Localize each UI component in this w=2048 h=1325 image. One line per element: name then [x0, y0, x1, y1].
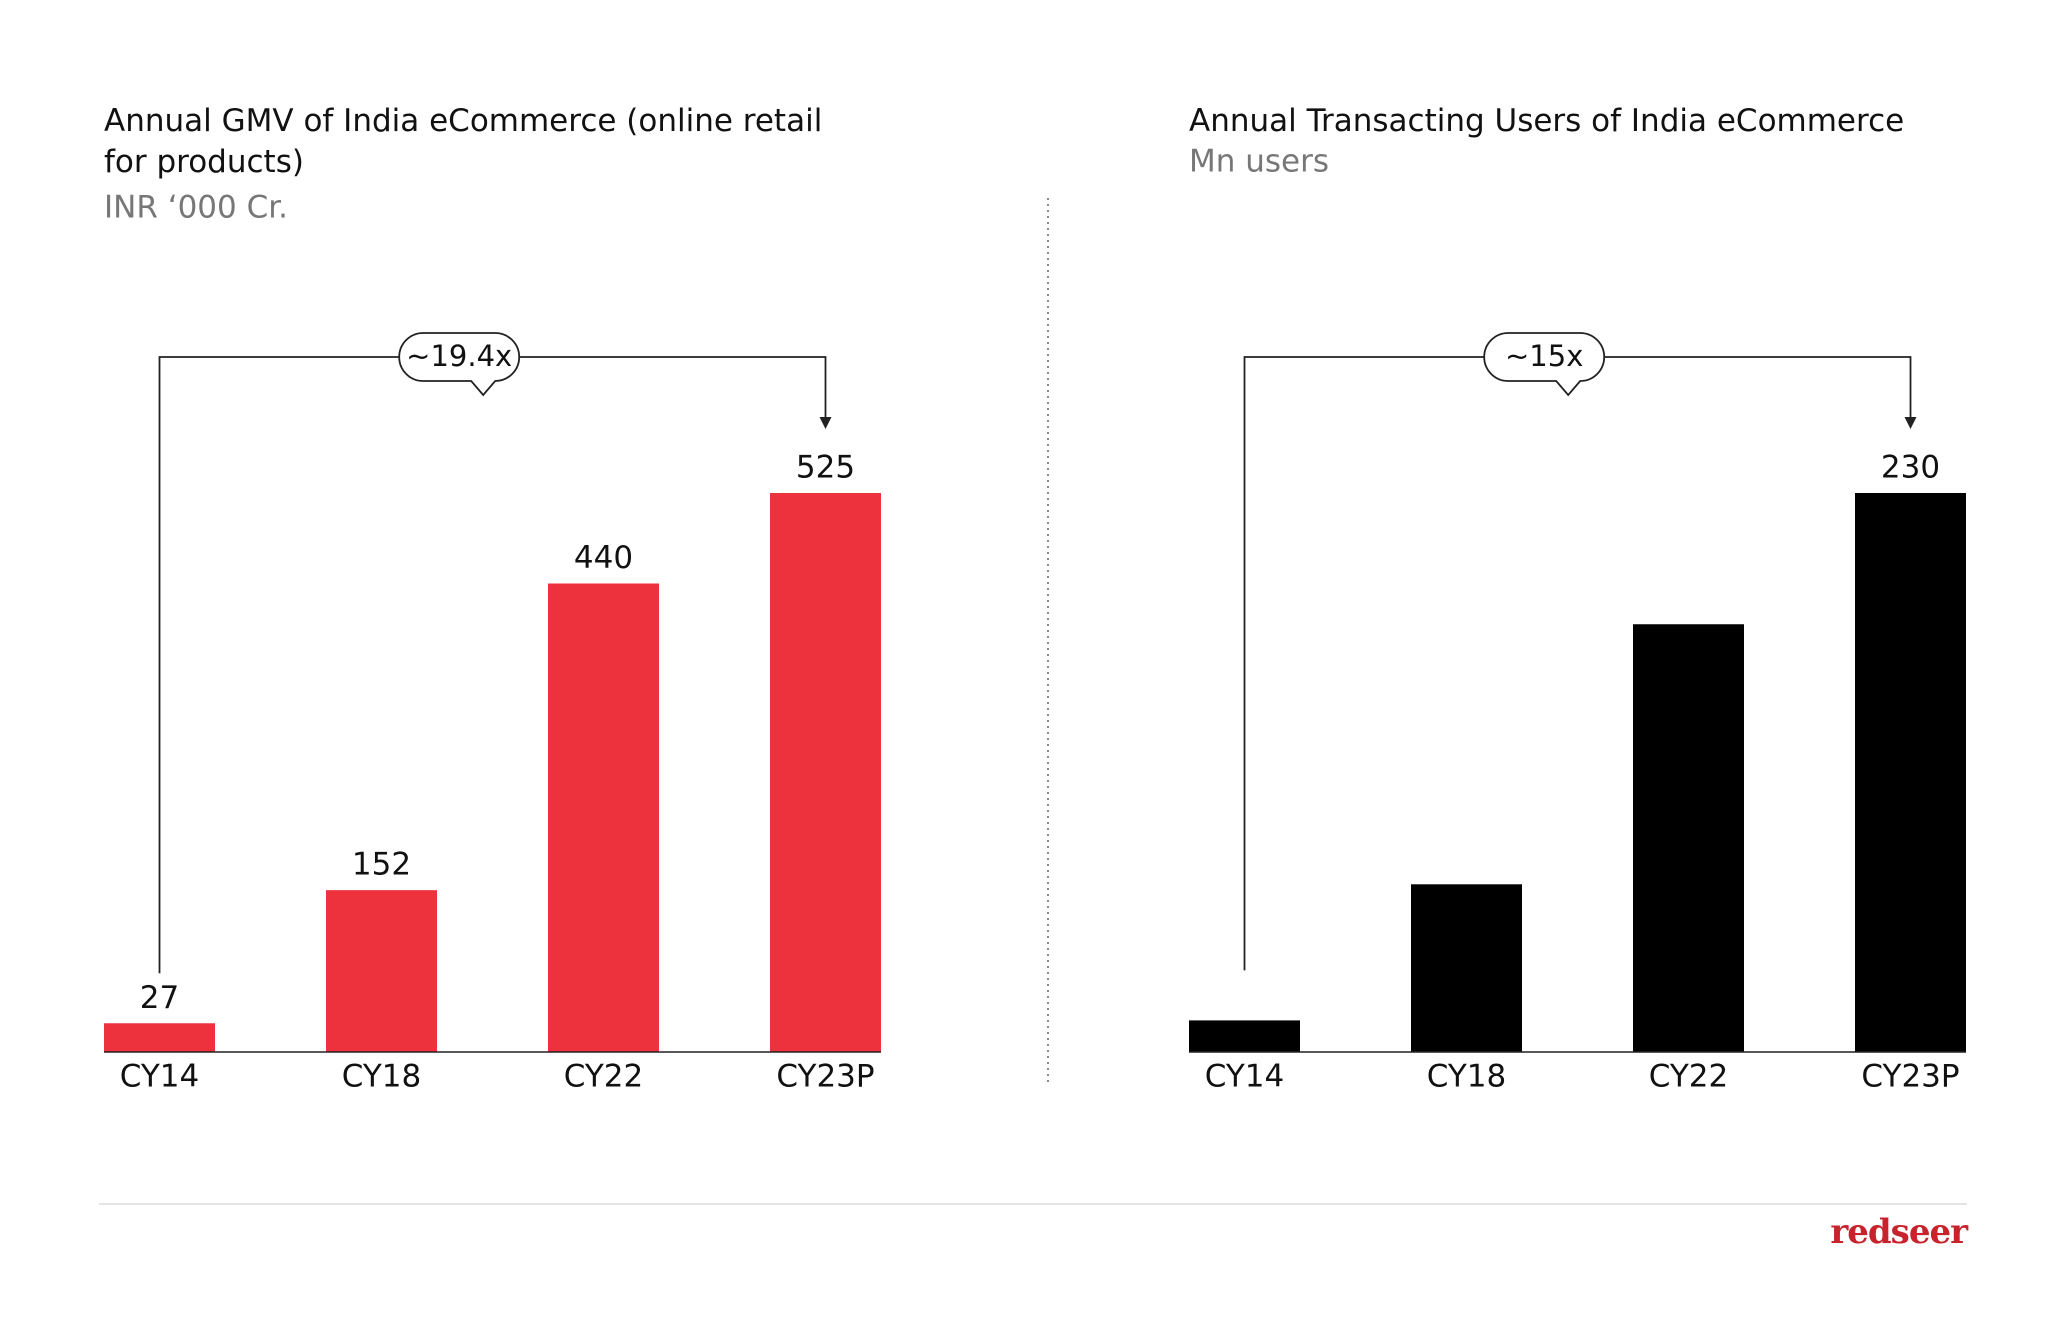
- value-label: 152: [352, 847, 411, 883]
- x-tick-label: CY22: [564, 1059, 643, 1095]
- x-tick-label: CY23P: [776, 1059, 874, 1095]
- bar: [1855, 493, 1966, 1052]
- x-tick-label: CY22: [1649, 1059, 1728, 1095]
- bar: [770, 493, 881, 1052]
- logo: redseer: [1830, 1212, 1969, 1252]
- bar: [548, 583, 659, 1052]
- chart-title: Annual Transacting Users of India eComme…: [1189, 103, 1904, 139]
- bar: [104, 1023, 215, 1052]
- arrow-head: [1904, 417, 1917, 429]
- chart-title: Annual GMV of India eCommerce (online re…: [104, 103, 822, 180]
- bar: [326, 890, 437, 1052]
- x-tick-label: CY14: [1205, 1059, 1284, 1095]
- callout-bubble: [1483, 332, 1606, 397]
- chart-subtitle: Mn users: [1189, 144, 1329, 180]
- growth-annotation: ~19.4x: [406, 339, 512, 373]
- growth-annotation: ~15x: [1505, 339, 1583, 373]
- x-tick-label: CY18: [342, 1059, 421, 1095]
- x-tick-label: CY18: [1427, 1059, 1506, 1095]
- growth-bracket: [1243, 356, 1912, 971]
- bar: [1411, 884, 1522, 1052]
- value-label: 440: [574, 540, 633, 576]
- x-tick-label: CY23P: [1861, 1059, 1959, 1095]
- bar: [1633, 624, 1744, 1052]
- value-label: 230: [1881, 450, 1940, 486]
- bar: [1189, 1020, 1300, 1052]
- growth-bracket: [158, 356, 827, 974]
- value-label: 525: [796, 450, 855, 486]
- arrow-head: [819, 417, 832, 429]
- callout-bubble: [398, 332, 521, 397]
- x-tick-label: CY14: [120, 1059, 199, 1095]
- chart-subtitle: INR ‘000 Cr.: [104, 190, 288, 226]
- value-label: 27: [140, 980, 179, 1016]
